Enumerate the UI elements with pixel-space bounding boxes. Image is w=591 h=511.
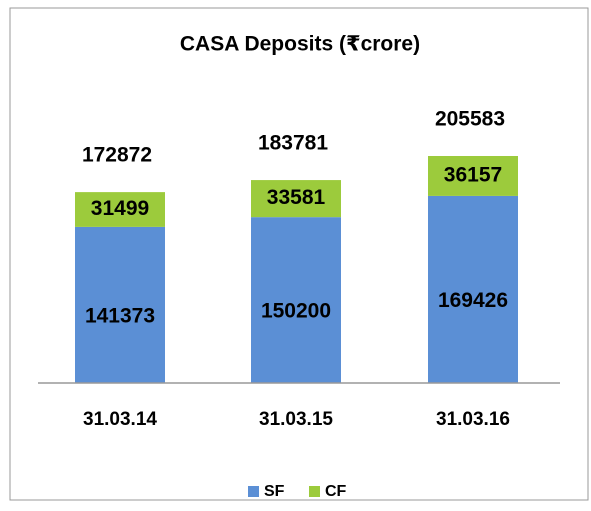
legend-swatch [248, 486, 259, 497]
bar-segment [428, 156, 518, 196]
bar-segment [75, 226, 165, 383]
data-label: 169426 [438, 289, 508, 312]
x-tick-label: 31.03.16 [436, 409, 510, 430]
x-tick-label: 31.03.14 [83, 409, 157, 430]
total-label: 172872 [82, 144, 152, 167]
bar-segment [251, 180, 341, 218]
data-label: 36157 [444, 164, 502, 187]
bar-segment [251, 217, 341, 383]
x-tick-label: 31.03.15 [259, 409, 333, 430]
bar-segment [428, 195, 518, 383]
total-label: 183781 [258, 132, 328, 155]
data-label: 141373 [85, 304, 155, 327]
chart-title: CASA Deposits (₹crore) [180, 33, 420, 56]
legend-swatch [309, 486, 320, 497]
data-label: 31499 [91, 197, 149, 220]
total-label: 205583 [435, 108, 505, 131]
data-label: 150200 [261, 300, 331, 323]
legend-label: CF [325, 483, 347, 500]
legend-label: SF [264, 483, 285, 500]
data-label: 33581 [267, 186, 326, 209]
bar-segment [75, 192, 165, 227]
